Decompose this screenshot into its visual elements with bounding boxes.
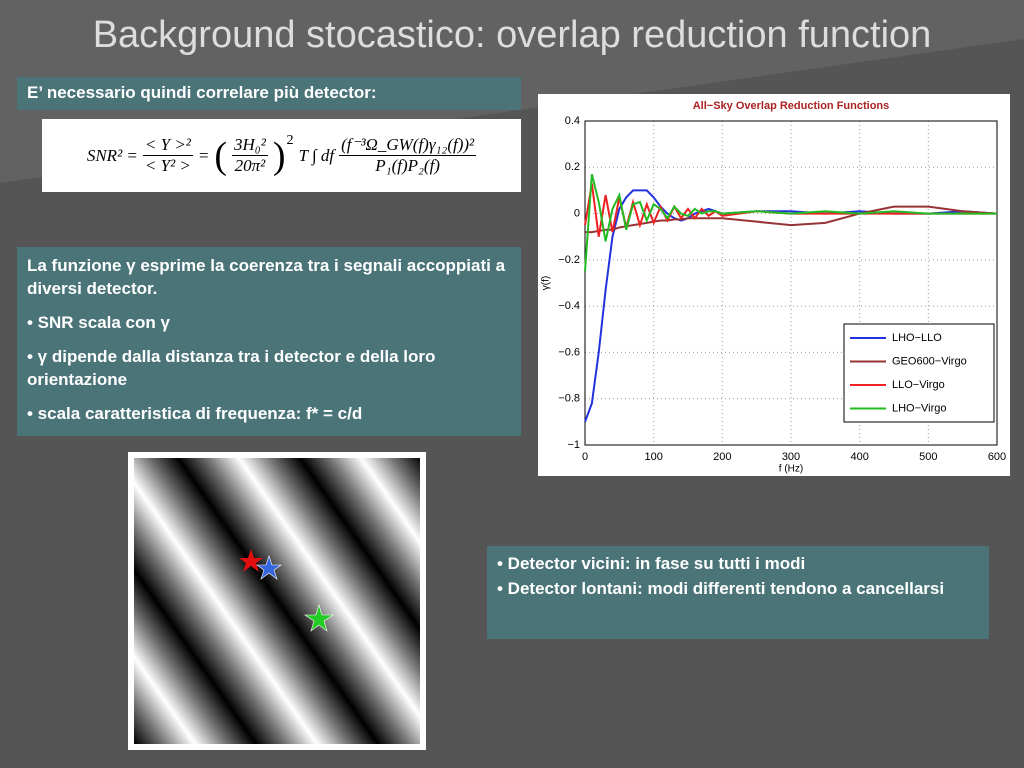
phase-image [128,452,426,750]
bullet: • γ dipende dalla distanza tra i detecto… [27,347,436,389]
series-line [584,173,997,272]
x-tick-label: 600 [988,451,1006,463]
paren: ( [214,134,228,177]
y-tick-label: 0.4 [565,115,580,127]
bullet: • Detector lontani: modi differenti tend… [497,579,945,598]
formula-part: 3H₀² [232,135,268,156]
fraction: (f⁻³Ω_GW(f)γ₁₂(f))² P₁(f)P₂(f) [339,135,477,176]
intro-text: E’ necessario quindi correlare più detec… [27,83,377,102]
chart-title: All−Sky Overlap Reduction Functions [693,100,890,112]
formula-part: < Y >² [142,135,193,156]
x-tick-label: 400 [850,451,868,463]
star [256,555,282,580]
formula-part: = [197,145,210,165]
formula: SNR² = < Y >² < Y² > = ( 3H₀² 20π² ) 2 T ∫… [42,119,521,192]
series-line [584,183,997,237]
y-tick-label: 0.2 [565,161,580,173]
detector-box: • Detector vicini: in fase su tutti i mo… [487,546,989,639]
paragraph: La funzione γ esprime la coerenza tra i … [27,256,506,298]
formula-part: T ∫ df [298,145,335,165]
formula-part: (f⁻³Ω_GW(f)γ₁₂(f))² [339,135,477,156]
stripes [134,458,420,744]
fraction: < Y >² < Y² > [142,135,193,176]
y-tick-label: −1 [567,439,580,451]
y-tick-label: −0.6 [558,346,580,358]
slide-title: Background stocastico: overlap reduction… [92,14,932,56]
x-tick-label: 300 [782,451,800,463]
formula-part: 20π² [234,156,266,175]
x-tick-label: 0 [582,451,588,463]
formula-part: < Y² > [144,156,191,175]
y-axis-label: γ(f) [541,276,552,290]
legend-label: LHO−LLO [892,332,942,344]
plot-frame [584,120,998,446]
legend-label: GEO600−Virgo [892,355,967,367]
fraction: 3H₀² 20π² [232,135,268,176]
formula-part: P₁(f)P₂(f) [375,156,440,175]
stars [239,549,334,632]
y-tick-label: −0.2 [558,254,580,266]
bullet: • scala caratteristica di frequenza: f* … [27,404,363,423]
x-axis-label: f (Hz) [779,464,803,475]
x-tick-label: 500 [919,451,937,463]
x-tick-label: 200 [713,451,731,463]
bullet: • Detector vicini: in fase su tutti i mo… [497,554,806,573]
bullet: • SNR scala con γ [27,313,170,332]
y-tick-label: 0 [574,207,580,219]
gamma-box: La funzione γ esprime la coerenza tra i … [17,247,521,436]
star [239,549,263,572]
intro-box: E’ necessario quindi correlare più detec… [17,77,521,110]
formula-part: SNR² = [86,145,138,165]
legend-label: LLO−Virgo [892,379,945,391]
legend-box [843,323,995,423]
star [304,603,334,632]
y-tick-label: −0.4 [558,300,580,312]
y-tick-label: −0.8 [558,393,580,405]
chart: All−Sky Overlap Reduction Functions f (H… [538,94,1010,476]
x-tick-label: 100 [644,451,662,463]
formula-part: 2 [286,132,294,148]
legend-label: LHO−Virgo [892,402,947,414]
paren: ) [272,134,286,177]
